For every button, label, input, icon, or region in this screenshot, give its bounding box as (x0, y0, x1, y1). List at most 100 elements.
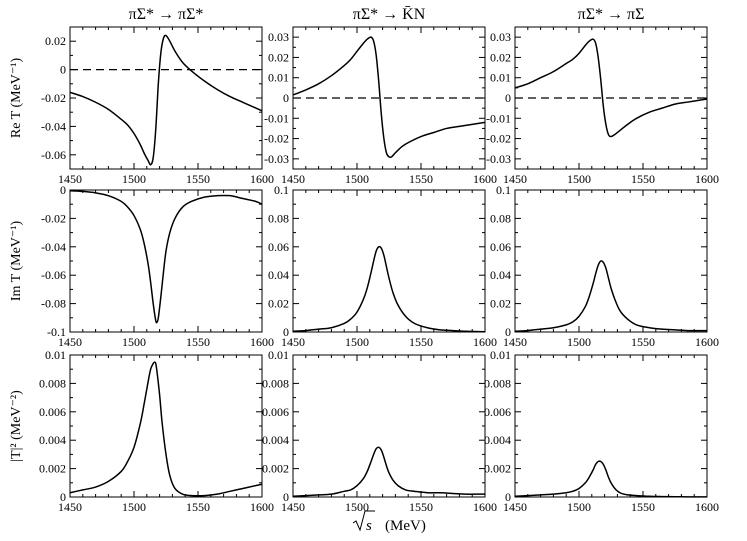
y-tick-label: 0.1 (274, 183, 289, 197)
row-ylabel-2: |T|² (MeV⁻²) (9, 390, 24, 462)
x-tick-label: 1500 (567, 335, 591, 349)
x-tick-label: 1450 (281, 500, 305, 514)
series-line-im-ps-p (514, 260, 707, 333)
column-title-0: πΣ* → πΣ* (129, 6, 204, 23)
y-tick-label: 0.004 (39, 433, 66, 447)
plot-frame (292, 189, 486, 333)
x-tick-label: 1500 (122, 172, 146, 186)
y-tick-label: 0.02 (490, 297, 511, 311)
y-tick-label: 0.002 (262, 462, 289, 476)
x-tick-label: 1450 (503, 500, 527, 514)
y-tick-label: 0.06 (268, 240, 289, 254)
y-tick-label: -0.06 (41, 148, 66, 162)
y-tick-label: 0 (60, 490, 66, 504)
y-tick-label: 0.004 (262, 433, 289, 447)
y-tick-label: 0.004 (484, 433, 511, 447)
y-tick-label: 0.04 (490, 268, 511, 282)
series-line-im-ps-ps (69, 189, 263, 324)
x-tick-label: 1550 (186, 172, 210, 186)
y-tick-label: 0.06 (490, 240, 511, 254)
y-tick-label: 0.006 (262, 405, 289, 419)
y-tick-label: 0.002 (39, 462, 66, 476)
x-tick-label: 1500 (122, 335, 146, 349)
y-tick-label: 0.08 (268, 211, 289, 225)
x-tick-label: 1550 (631, 335, 655, 349)
sqrt-sign (352, 510, 375, 532)
x-tick-label: 1500 (345, 172, 369, 186)
x-tick-label: 1600 (695, 172, 719, 186)
y-tick-label: 0.01 (45, 348, 66, 362)
panel-re-ps-ps: 1450 1500 1550 1600 -0.06 -0.04 -0.02 0 0.02 (41, 26, 274, 186)
panel-re-ps-kn: 1450 1500 1550 1600 -0.03 -0.02 -0.01 0 0.01 0.02… (264, 26, 497, 186)
panel-abs-ps-ps: 1450 1500 1550 1600 0 0.002 0.004 0.006 0.008 0.0… (39, 348, 274, 514)
x-tick-label: 1500 (345, 335, 369, 349)
y-tick-label: 0 (505, 490, 511, 504)
x-tick-label: 1600 (250, 500, 274, 514)
x-tick-label: 1550 (631, 172, 655, 186)
panel-re-ps-p: 1450 1500 1550 1600 -0.03 -0.02 -0.01 0 0.01 0.02… (486, 26, 719, 186)
series-line-re-ps-kn (292, 36, 486, 159)
x-tick-label: 1550 (409, 172, 433, 186)
y-tick-label: -0.02 (41, 211, 66, 225)
y-tick-label: -0.01 (264, 111, 289, 125)
y-tick-label: -0.06 (41, 268, 66, 282)
y-tick-label: 0 (283, 490, 289, 504)
y-tick-label: 0.02 (268, 297, 289, 311)
y-tick-label: -0.02 (41, 91, 66, 105)
y-tick-label: -0.04 (41, 240, 66, 254)
x-tick-label: 1450 (281, 335, 305, 349)
y-tick-label: 0.01 (268, 348, 289, 362)
x-tick-label: 1550 (186, 335, 210, 349)
y-tick-label: -0.02 (264, 132, 289, 146)
y-tick-label: -0.08 (41, 297, 66, 311)
column-title-2: πΣ* → πΣ (578, 6, 645, 23)
panel-abs-ps-p: 1450 1500 1550 1600 0 0.002 0.004 0.006 0.008 0.0… (484, 348, 719, 514)
y-tick-label: 0 (283, 91, 289, 105)
x-tick-label: 1600 (473, 500, 497, 514)
series-line-re-ps-ps (69, 34, 263, 166)
x-tick-label: 1550 (409, 500, 433, 514)
plot-frame (69, 354, 263, 498)
x-unit-label: (MeV) (385, 518, 426, 534)
plot-frame (514, 354, 708, 498)
y-tick-label: -0.03 (486, 152, 511, 166)
y-tick-label: 0.1 (496, 183, 511, 197)
y-tick-label: 0.02 (268, 50, 289, 64)
sqrt-s-label: s (366, 518, 372, 534)
y-tick-label: 0.01 (268, 71, 289, 85)
x-tick-label: 1550 (409, 335, 433, 349)
plot-frame (69, 189, 263, 333)
panel-im-ps-ps: 1450 1500 1550 1600 -0.1 -0.08 -0.06 -0.04 -0.02… (41, 183, 274, 349)
panel-abs-ps-kn: 1450 1500 1550 1600 0 0.002 0.004 0.006 0.008 0.0… (262, 348, 497, 514)
x-tick-label: 1500 (122, 500, 146, 514)
x-tick-label: 1500 (567, 500, 591, 514)
x-tick-label: 1450 (58, 500, 82, 514)
y-tick-label: 0.006 (39, 405, 66, 419)
x-tick-label: 1600 (473, 172, 497, 186)
x-tick-label: 1600 (473, 335, 497, 349)
x-tick-label: 1500 (567, 172, 591, 186)
x-tick-label: 1600 (695, 335, 719, 349)
x-tick-label: 1550 (186, 500, 210, 514)
y-tick-label: 0.03 (490, 30, 511, 44)
y-tick-label: 0.04 (268, 268, 289, 282)
y-tick-label: 0.006 (484, 405, 511, 419)
y-tick-label: 0.01 (490, 71, 511, 85)
column-title-1: πΣ* → K̄N (353, 6, 426, 23)
y-tick-label: 0.08 (490, 211, 511, 225)
x-tick-label: 1450 (503, 172, 527, 186)
y-tick-label: -0.03 (264, 152, 289, 166)
x-tick-label: 1450 (503, 335, 527, 349)
x-tick-label: 1550 (631, 500, 655, 514)
y-tick-label: 0.002 (484, 462, 511, 476)
y-tick-label: -0.1 (47, 325, 66, 339)
x-tick-label: 1600 (695, 500, 719, 514)
y-tick-label: 0.008 (262, 376, 289, 390)
y-tick-label: 0 (505, 325, 511, 339)
row-ylabel-1: Im T (MeV⁻¹) (9, 221, 24, 302)
y-tick-label: 0.008 (39, 376, 66, 390)
x-tick-label: 1450 (58, 172, 82, 186)
plot-frame (514, 189, 708, 333)
x-tick-label: 1600 (250, 335, 274, 349)
